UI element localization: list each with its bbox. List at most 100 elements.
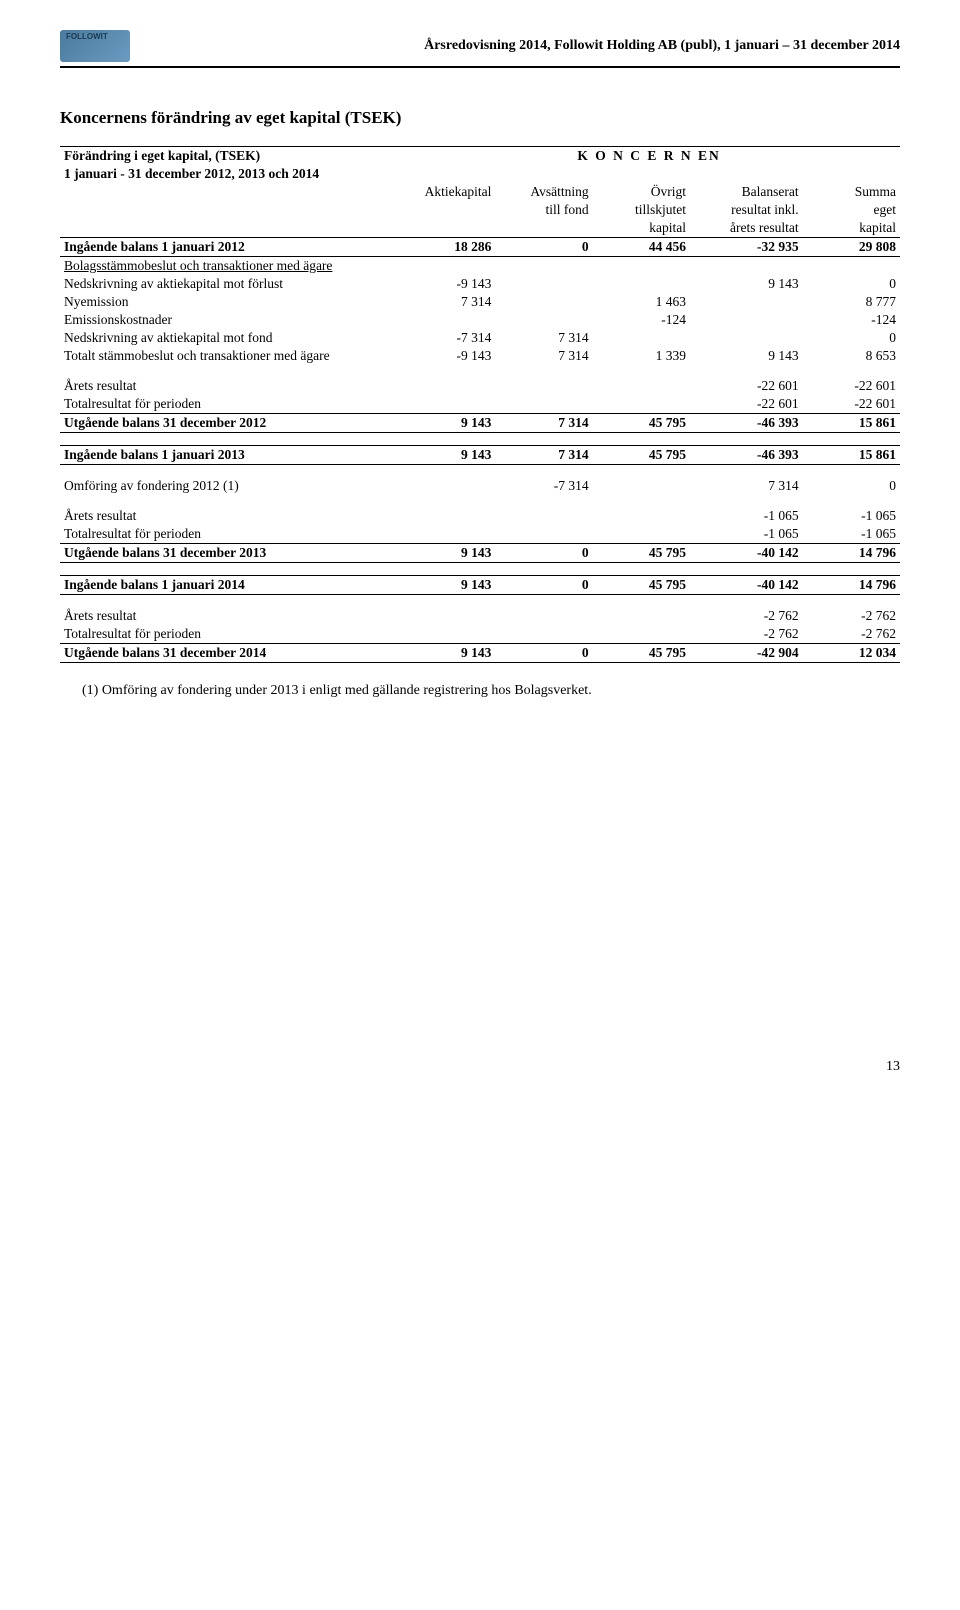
r15-c1: 9 143: [398, 576, 495, 595]
r11-label: Omföring av fondering 2012 (1): [60, 477, 398, 495]
r10-label: Ingående balans 1 januari 2013: [60, 446, 398, 465]
th-label-2: 1 januari - 31 december 2012, 2013 och 2…: [60, 165, 398, 183]
th-c3c: kapital: [593, 219, 690, 238]
r17-label: Totalresultat för perioden: [60, 625, 398, 644]
header-rule: [60, 66, 900, 68]
th-label-1: Förändring i eget kapital, (TSEK): [60, 147, 398, 166]
r18-c1: 9 143: [398, 644, 495, 663]
r5-c5: 0: [803, 329, 900, 347]
r15-c4: -40 142: [690, 576, 803, 595]
r0-c1: 18 286: [398, 238, 495, 257]
r6-c1: -9 143: [398, 347, 495, 365]
r5-label: Nedskrivning av aktiekapital mot fond: [60, 329, 398, 347]
r0-c3: 44 456: [593, 238, 690, 257]
header-title: Årsredovisning 2014, Followit Holding AB…: [150, 30, 900, 54]
r12-c4: -1 065: [690, 507, 803, 525]
r8-label: Totalresultat för perioden: [60, 395, 398, 414]
r18-label: Utgående balans 31 december 2014: [60, 644, 398, 663]
r17-c5: -2 762: [803, 625, 900, 644]
r6-c2: 7 314: [495, 347, 592, 365]
r6-c4: 9 143: [690, 347, 803, 365]
r3-label: Nyemission: [60, 293, 398, 311]
r14-c2: 0: [495, 544, 592, 563]
r9-c3: 45 795: [593, 414, 690, 433]
equity-change-table: Förändring i eget kapital, (TSEK) K O N …: [60, 146, 900, 663]
th-c5b: eget: [803, 201, 900, 219]
r9-c4: -46 393: [690, 414, 803, 433]
r5-c1: -7 314: [398, 329, 495, 347]
page-header: Årsredovisning 2014, Followit Holding AB…: [60, 30, 900, 62]
th-c5a: Summa: [803, 183, 900, 201]
r0-c2: 0: [495, 238, 592, 257]
r3-c1: 7 314: [398, 293, 495, 311]
r0-c4: -32 935: [690, 238, 803, 257]
page-number: 13: [60, 1059, 900, 1075]
r14-label: Utgående balans 31 december 2013: [60, 544, 398, 563]
r3-c5: 8 777: [803, 293, 900, 311]
r14-c5: 14 796: [803, 544, 900, 563]
th-koncernen: K O N C E R N EN: [495, 147, 802, 166]
r0-label: Ingående balans 1 januari 2012: [60, 238, 398, 257]
th-c4c: årets resultat: [690, 219, 803, 238]
r11-c5: 0: [803, 477, 900, 495]
footnote: (1) Omföring av fondering under 2013 i e…: [60, 683, 900, 699]
r10-c5: 15 861: [803, 446, 900, 465]
r18-c5: 12 034: [803, 644, 900, 663]
r9-c1: 9 143: [398, 414, 495, 433]
r15-c3: 45 795: [593, 576, 690, 595]
r6-label: Totalt stämmobeslut och transaktioner me…: [60, 347, 398, 365]
r7-c4: -22 601: [690, 377, 803, 395]
r2-c5: 0: [803, 275, 900, 293]
logo-icon: [60, 30, 130, 62]
r8-c5: -22 601: [803, 395, 900, 414]
r8-c4: -22 601: [690, 395, 803, 414]
r0-c5: 29 808: [803, 238, 900, 257]
r18-c4: -42 904: [690, 644, 803, 663]
r11-c4: 7 314: [690, 477, 803, 495]
th-c4a: Balanserat: [690, 183, 803, 201]
r15-label: Ingående balans 1 januari 2014: [60, 576, 398, 595]
r18-c2: 0: [495, 644, 592, 663]
r2-c1: -9 143: [398, 275, 495, 293]
r14-c3: 45 795: [593, 544, 690, 563]
r3-c3: 1 463: [593, 293, 690, 311]
r11-c2: -7 314: [495, 477, 592, 495]
r13-c4: -1 065: [690, 525, 803, 544]
r6-c3: 1 339: [593, 347, 690, 365]
r17-c4: -2 762: [690, 625, 803, 644]
th-c3a: Övrigt: [593, 183, 690, 201]
r13-label: Totalresultat för perioden: [60, 525, 398, 544]
r4-c5: -124: [803, 311, 900, 329]
r16-c4: -2 762: [690, 607, 803, 625]
r14-c1: 9 143: [398, 544, 495, 563]
r12-c5: -1 065: [803, 507, 900, 525]
r4-label: Emissionskostnader: [60, 311, 398, 329]
r7-label: Årets resultat: [60, 377, 398, 395]
r10-c3: 45 795: [593, 446, 690, 465]
th-c2a: Avsättning: [495, 183, 592, 201]
r7-c5: -22 601: [803, 377, 900, 395]
r10-c4: -46 393: [690, 446, 803, 465]
r13-c5: -1 065: [803, 525, 900, 544]
r2-label: Nedskrivning av aktiekapital mot förlust: [60, 275, 398, 293]
th-c4b: resultat inkl.: [690, 201, 803, 219]
r1-label: Bolagsstämmobeslut och transaktioner med…: [60, 257, 398, 276]
r14-c4: -40 142: [690, 544, 803, 563]
r10-c2: 7 314: [495, 446, 592, 465]
r5-c2: 7 314: [495, 329, 592, 347]
th-c1: Aktiekapital: [398, 183, 495, 201]
r12-label: Årets resultat: [60, 507, 398, 525]
r4-c3: -124: [593, 311, 690, 329]
section-title: Koncernens förändring av eget kapital (T…: [60, 108, 900, 128]
th-c5c: kapital: [803, 219, 900, 238]
r9-c5: 15 861: [803, 414, 900, 433]
r6-c5: 8 653: [803, 347, 900, 365]
th-c3b: tillskjutet: [593, 201, 690, 219]
r10-c1: 9 143: [398, 446, 495, 465]
r9-c2: 7 314: [495, 414, 592, 433]
r9-label: Utgående balans 31 december 2012: [60, 414, 398, 433]
r2-c4: 9 143: [690, 275, 803, 293]
r15-c5: 14 796: [803, 576, 900, 595]
th-c2b: till fond: [495, 201, 592, 219]
r15-c2: 0: [495, 576, 592, 595]
